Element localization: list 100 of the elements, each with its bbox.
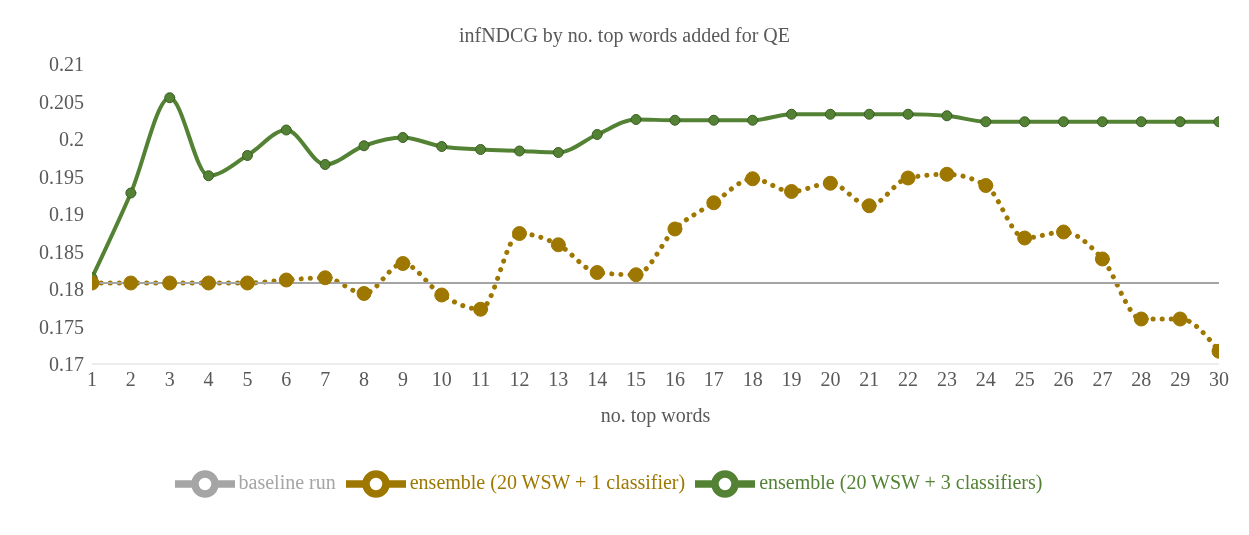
x-tick-label: 18 — [742, 368, 763, 391]
point — [358, 140, 370, 152]
point — [1017, 230, 1033, 246]
point — [669, 114, 681, 126]
point — [667, 221, 683, 237]
y-tick-label: 0.19 — [49, 203, 84, 226]
point — [861, 198, 877, 214]
point — [822, 175, 838, 191]
x-tick-label: 30 — [1209, 368, 1229, 391]
point — [1135, 116, 1147, 128]
point — [239, 275, 255, 291]
x-tick-label: 12 — [509, 368, 530, 391]
x-tick-label: 22 — [898, 368, 919, 391]
point — [164, 92, 176, 104]
x-tick-label: 24 — [975, 368, 996, 391]
y-tick-label: 0.205 — [39, 90, 84, 113]
point — [475, 144, 487, 155]
x-tick-label: 13 — [548, 368, 569, 391]
point — [863, 108, 875, 120]
point — [1096, 116, 1108, 128]
y-tick-label: 0.185 — [39, 240, 84, 263]
point — [630, 114, 642, 125]
x-tick-label: 1 — [87, 368, 97, 391]
point — [1056, 224, 1072, 240]
point — [473, 301, 489, 317]
point — [436, 141, 448, 152]
point — [513, 145, 525, 157]
x-tick-label: 21 — [859, 368, 880, 391]
point — [628, 267, 644, 283]
point — [902, 108, 914, 120]
point — [395, 256, 411, 271]
point — [786, 108, 798, 120]
y-tick-label: 0.18 — [49, 278, 84, 301]
point — [434, 287, 450, 303]
x-tick-label: 25 — [1014, 368, 1035, 391]
point — [201, 275, 217, 291]
point — [278, 272, 294, 288]
point — [356, 286, 372, 301]
chart-title: infNDCG by no. top words added for QE — [457, 23, 792, 49]
point — [552, 147, 564, 158]
legend-label: ensemble (20 WSW + 3 classifiers) — [759, 470, 1043, 493]
point — [241, 150, 253, 161]
point — [1058, 116, 1070, 128]
point — [708, 114, 720, 126]
point — [319, 159, 331, 170]
x-tick-label: 28 — [1131, 368, 1152, 391]
x-tick-label: 23 — [936, 368, 957, 391]
x-tick-label: 20 — [820, 368, 841, 391]
point — [1094, 251, 1110, 267]
x-tick-label: 3 — [164, 368, 175, 391]
x-tick-label: 27 — [1092, 368, 1113, 391]
point — [941, 110, 953, 122]
x-tick-label: 17 — [703, 368, 724, 391]
point — [589, 265, 605, 280]
legend-label: ensemble (20 WSW + 1 classifier) — [409, 470, 686, 493]
point — [123, 275, 139, 291]
x-tick-label: 19 — [781, 368, 802, 391]
point — [745, 171, 761, 187]
point — [939, 166, 955, 182]
point — [900, 170, 916, 186]
x-tick-label: 29 — [1170, 368, 1191, 391]
point — [784, 184, 800, 199]
point — [397, 132, 409, 143]
point — [511, 226, 527, 241]
x-tick-label: 10 — [431, 368, 452, 391]
y-tick-label: 0.195 — [39, 165, 84, 188]
point — [162, 275, 178, 291]
point — [706, 195, 722, 211]
x-tick-label: 15 — [626, 368, 647, 391]
x-tick-label: 26 — [1053, 368, 1074, 391]
point — [591, 129, 603, 140]
point — [280, 124, 292, 136]
y-tick-label: 0.175 — [39, 315, 84, 338]
y-tick-label: 0.17 — [49, 353, 84, 376]
y-tick-label: 0.2 — [59, 128, 84, 151]
point — [980, 116, 992, 128]
legend-label: baseline run — [238, 470, 336, 493]
x-tick-label: 11 — [470, 368, 491, 391]
point — [125, 187, 137, 199]
x-tick-label: 5 — [242, 368, 253, 391]
point — [824, 108, 836, 120]
x-tick-label: 9 — [397, 368, 408, 391]
x-tick-label: 16 — [664, 368, 685, 391]
point — [1133, 311, 1149, 327]
x-tick-label: 8 — [359, 368, 370, 391]
point — [203, 170, 215, 182]
x-tick-label: 6 — [281, 368, 292, 391]
point — [550, 237, 566, 253]
point — [317, 270, 333, 286]
x-tick-label: 4 — [203, 368, 214, 391]
point — [1174, 116, 1186, 128]
y-tick-label: 0.21 — [49, 53, 84, 76]
x-axis-title: no. top words — [600, 404, 711, 427]
x-tick-label: 2 — [125, 368, 136, 391]
point — [1172, 311, 1188, 327]
point — [978, 178, 994, 193]
x-tick-label: 7 — [320, 368, 331, 391]
point — [1019, 116, 1031, 128]
point — [747, 114, 759, 126]
x-tick-label: 14 — [587, 368, 608, 391]
